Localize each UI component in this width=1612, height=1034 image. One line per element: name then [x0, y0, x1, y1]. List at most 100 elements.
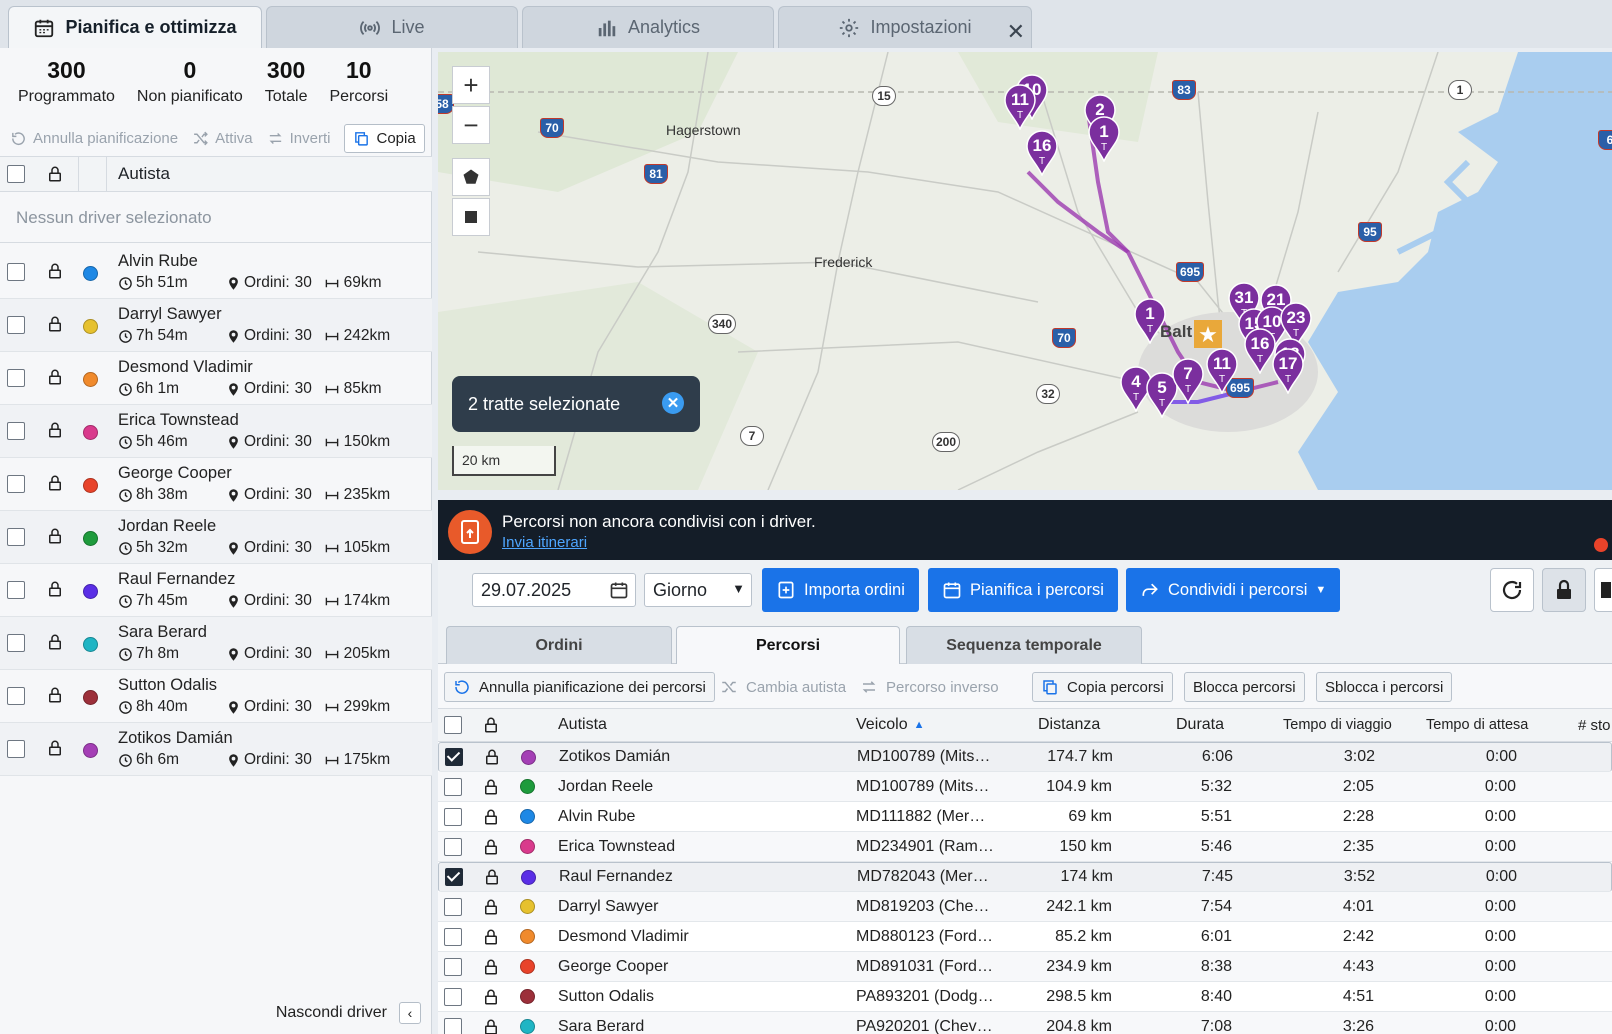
row-checkbox[interactable]	[445, 868, 463, 886]
route-stop-pin[interactable]: 11 T	[1206, 348, 1238, 394]
driver-checkbox[interactable]	[7, 687, 25, 705]
driver-checkbox[interactable]	[7, 263, 25, 281]
tab-orders[interactable]: Ordini	[446, 626, 672, 664]
lock-icon[interactable]	[483, 863, 501, 891]
table-row[interactable]: Sara Berard PA920201 (Chev… 204.8 km 7:08 3:…	[438, 1012, 1612, 1034]
tab-timeline[interactable]: Sequenza temporale	[906, 626, 1142, 664]
select-all-checkbox[interactable]	[7, 165, 25, 183]
tab-settings[interactable]: Impostazioni ✕	[778, 6, 1032, 48]
driver-column-header[interactable]: Autista	[118, 164, 170, 183]
lock-icon[interactable]	[482, 1012, 500, 1034]
rectangle-tool-button[interactable]	[452, 198, 490, 236]
driver-row[interactable]: Alvin Rube 5h 51m Ordini: 30 69km	[0, 246, 432, 299]
period-select[interactable]: Giorno ▼	[644, 573, 752, 607]
share-routes-button[interactable]: Condividi i percorsi ▼	[1126, 568, 1341, 612]
copy-routes-button[interactable]: Copia percorsi	[1032, 672, 1173, 702]
column-header-travel-time[interactable]: Tempo di viaggio	[1283, 717, 1392, 733]
hide-drivers-control[interactable]: Nascondi driver ‹	[276, 1002, 421, 1024]
driver-checkbox[interactable]	[7, 475, 25, 493]
lock-icon[interactable]	[483, 743, 501, 771]
activate-button[interactable]: Attiva	[192, 130, 253, 147]
route-stop-pin[interactable]: 11 T	[1004, 84, 1036, 130]
route-stop-pin[interactable]: 16 T	[1026, 130, 1058, 176]
lock-routes-button[interactable]: Blocca percorsi	[1184, 672, 1305, 702]
invert-button[interactable]: Inverti	[267, 130, 330, 147]
table-row[interactable]: Alvin Rube MD111882 (Mer… 69 km 5:51 2:28 0:0…	[438, 802, 1612, 832]
lock-icon[interactable]	[46, 633, 64, 656]
close-icon[interactable]: ✕	[662, 392, 684, 414]
polygon-tool-button[interactable]	[452, 158, 490, 196]
plan-routes-button[interactable]: Pianifica i percorsi	[928, 568, 1118, 612]
tab-analytics[interactable]: Analytics	[522, 6, 774, 48]
driver-row[interactable]: Desmond Vladimir 6h 1m Ordini: 30 85km	[0, 352, 432, 405]
lock-icon[interactable]	[46, 474, 64, 497]
row-checkbox[interactable]	[444, 987, 462, 1006]
table-row[interactable]: George Cooper MD891031 (Ford… 234.9 km 8:38…	[438, 952, 1612, 982]
table-row[interactable]: Raul Fernandez MD782043 (Mer… 174 km 7:45 3:…	[438, 862, 1612, 892]
column-header-duration[interactable]: Durata	[1176, 716, 1225, 733]
driver-checkbox[interactable]	[7, 740, 25, 758]
change-driver-button[interactable]: Cambia autista	[712, 672, 854, 702]
column-header-wait-time[interactable]: Tempo di attesa	[1426, 717, 1529, 733]
lock-icon[interactable]	[46, 527, 64, 550]
date-picker[interactable]: 29.07.2025	[472, 573, 636, 607]
tab-plan-optimize[interactable]: Pianifica e ottimizza	[8, 6, 262, 48]
column-header-stops[interactable]: # sto	[1578, 716, 1611, 734]
lock-icon[interactable]	[46, 262, 64, 285]
unlock-routes-button[interactable]: Sblocca i percorsi	[1316, 672, 1453, 702]
table-row[interactable]: Sutton Odalis PA893201 (Dodg… 298.5 km 8:40…	[438, 982, 1612, 1012]
import-orders-button[interactable]: Importa ordini	[762, 568, 919, 612]
lock-icon[interactable]	[482, 952, 500, 981]
route-stop-pin[interactable]: 16 T	[1244, 328, 1276, 374]
lock-icon[interactable]	[46, 165, 64, 183]
driver-row[interactable]: Sara Berard 7h 8m Ordini: 30 205km	[0, 617, 432, 670]
lock-icon[interactable]	[482, 772, 500, 801]
table-row[interactable]: Jordan Reele MD100789 (Mits… 104.9 km 5:32 2…	[438, 772, 1612, 802]
calendar-icon[interactable]	[609, 580, 629, 600]
lock-icon[interactable]	[46, 739, 64, 762]
row-checkbox[interactable]	[444, 837, 462, 856]
lock-icon[interactable]	[482, 982, 500, 1011]
driver-row[interactable]: Sutton Odalis 8h 40m Ordini: 30 299km	[0, 670, 432, 723]
driver-checkbox[interactable]	[7, 422, 25, 440]
driver-row[interactable]: George Cooper 8h 38m Ordini: 30 235km	[0, 458, 432, 511]
driver-row[interactable]: Raul Fernandez 7h 45m Ordini: 30 174km	[0, 564, 432, 617]
column-header-distance[interactable]: Distanza	[1038, 716, 1101, 733]
column-header-driver[interactable]: Autista	[558, 716, 607, 733]
driver-checkbox[interactable]	[7, 316, 25, 334]
lock-icon[interactable]	[482, 892, 500, 921]
table-row[interactable]: Zotikos Damián MD100789 (Mits… 174.7 km 6:0…	[438, 742, 1612, 772]
send-itineraries-link[interactable]: Invia itinerari	[502, 534, 588, 551]
zoom-out-button[interactable]: −	[452, 106, 490, 144]
route-stop-pin[interactable]: 17 T	[1272, 348, 1304, 394]
row-checkbox[interactable]	[444, 957, 462, 976]
lock-icon[interactable]	[482, 802, 500, 831]
map-view[interactable]: ★ Hagerstown Frederick Balt 58 70 15 83 1 81 9…	[438, 52, 1612, 490]
driver-row[interactable]: Zotikos Damián 6h 6m Ordini: 30 175km	[0, 723, 432, 776]
lock-icon[interactable]	[46, 315, 64, 338]
row-checkbox[interactable]	[444, 897, 462, 916]
lock-icon[interactable]	[482, 832, 500, 861]
select-all-checkbox[interactable]	[444, 716, 462, 734]
lock-icon[interactable]	[46, 421, 64, 444]
more-button[interactable]	[1594, 568, 1612, 612]
lock-icon[interactable]	[46, 686, 64, 709]
lock-icon[interactable]	[46, 368, 64, 391]
driver-row[interactable]: Erica Townstead 5h 46m Ordini: 30 150km	[0, 405, 432, 458]
chevron-left-icon[interactable]: ‹	[399, 1002, 421, 1024]
close-icon[interactable]: ✕	[1006, 19, 1025, 44]
table-row[interactable]: Erica Townstead MD234901 (Ram… 150 km 5:46 2…	[438, 832, 1612, 862]
row-checkbox[interactable]	[444, 1017, 462, 1034]
table-row[interactable]: Darryl Sawyer MD819203 (Che… 242.1 km 7:54 4…	[438, 892, 1612, 922]
row-checkbox[interactable]	[445, 748, 463, 766]
lock-icon[interactable]	[46, 580, 64, 603]
tab-live[interactable]: Live	[266, 6, 518, 48]
reverse-route-button[interactable]: Percorso inverso	[852, 672, 1007, 702]
driver-checkbox[interactable]	[7, 581, 25, 599]
table-row[interactable]: Desmond Vladimir MD880123 (Ford… 85.2 km 6:…	[438, 922, 1612, 952]
tab-routes[interactable]: Percorsi	[676, 626, 900, 664]
driver-row[interactable]: Darryl Sawyer 7h 54m Ordini: 30 242km	[0, 299, 432, 352]
